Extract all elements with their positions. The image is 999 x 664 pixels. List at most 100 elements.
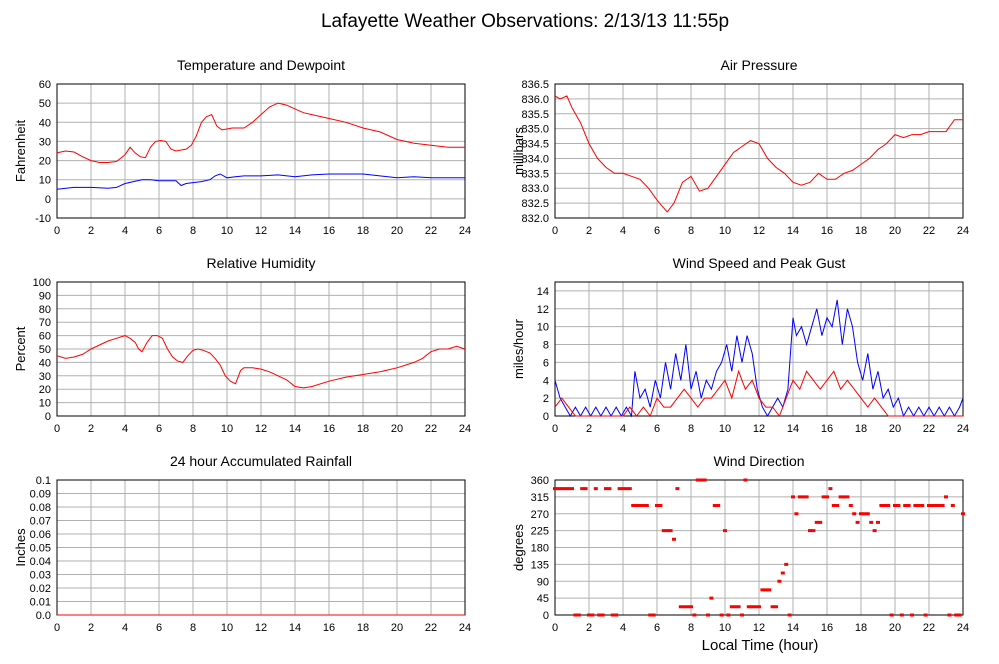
x-tick-label: 14	[289, 225, 301, 237]
y-tick-label: 0.04	[30, 556, 51, 568]
x-tick-label: 16	[323, 225, 335, 237]
data-point	[665, 529, 670, 533]
x-tick-label: 24	[459, 622, 471, 634]
x-tick-label: 18	[855, 225, 867, 237]
data-point	[787, 613, 792, 617]
y-tick-label: 100	[33, 277, 51, 289]
chart-title: 24 hour Accumulated Rainfall	[170, 453, 352, 469]
data-point	[835, 504, 840, 507]
data-point	[831, 504, 836, 507]
y-tick-label: 833.5	[521, 168, 549, 180]
x-tick-label: 8	[688, 423, 694, 435]
x-tick-label: 22	[923, 225, 935, 237]
y-tick-label: 12	[537, 304, 549, 316]
x-tick-label: 12	[753, 225, 765, 237]
series-line-1	[56, 102, 465, 163]
data-point	[937, 504, 942, 507]
y-tick-label: 10	[39, 398, 51, 410]
data-point	[716, 504, 721, 507]
chart-title: Relative Humidity	[207, 255, 316, 271]
y-tick-label: 832.0	[521, 213, 549, 225]
x-tick-label: 22	[425, 423, 437, 435]
data-point	[913, 504, 918, 507]
data-point	[947, 613, 952, 617]
x-tick-label: 22	[425, 225, 437, 237]
y-axis-label: Fahrenheit	[13, 120, 28, 183]
data-point	[706, 613, 710, 617]
data-point	[740, 613, 744, 617]
data-point	[672, 537, 676, 541]
y-tick-label: 90	[39, 290, 51, 302]
data-point	[583, 487, 588, 491]
x-tick-label: 4	[122, 423, 128, 435]
data-point	[961, 512, 965, 516]
y-tick-label: 834.0	[521, 153, 549, 165]
data-point	[804, 495, 809, 499]
x-tick-label: 10	[221, 622, 233, 634]
data-point	[899, 613, 904, 617]
x-tick-label: 8	[688, 225, 694, 237]
data-point	[906, 504, 911, 507]
y-tick-label: 0.09	[30, 489, 51, 501]
data-point	[709, 596, 714, 600]
x-tick-label: 20	[889, 423, 901, 435]
x-tick-label: 14	[787, 622, 799, 634]
data-point	[886, 504, 891, 507]
data-point	[780, 571, 785, 575]
x-tick-label: 14	[787, 225, 799, 237]
x-tick-label: 12	[255, 225, 267, 237]
data-point	[729, 605, 734, 609]
y-tick-label: 45	[537, 593, 549, 605]
x-tick-label: 10	[221, 225, 233, 237]
data-point	[828, 487, 833, 491]
y-tick-label: 836.0	[521, 94, 549, 106]
y-tick-label: 835.0	[521, 124, 549, 136]
data-point	[651, 613, 656, 617]
x-tick-label: 16	[821, 423, 833, 435]
data-point	[848, 504, 853, 507]
x-tick-label: 18	[357, 423, 369, 435]
x-tick-label: 18	[357, 225, 369, 237]
y-tick-label: 0.08	[30, 502, 51, 514]
data-point	[954, 613, 959, 617]
x-tick-label: 6	[654, 225, 660, 237]
data-point	[791, 495, 795, 499]
data-point	[753, 605, 758, 609]
data-point	[927, 504, 931, 507]
data-point	[957, 613, 962, 617]
plot-frame	[554, 83, 964, 219]
chart-title: Wind Speed and Peak Gust	[673, 255, 846, 271]
y-tick-label: 0.03	[30, 570, 51, 582]
chart-2: 832.0 832.5 833.0 833.5 834.0 834.5 835.0 835.5…	[511, 57, 969, 237]
y-tick-label: 10	[39, 175, 51, 187]
x-tick-label: 2	[88, 423, 94, 435]
data-point	[859, 512, 863, 516]
data-point	[668, 529, 673, 533]
y-tick-label: 0.07	[30, 516, 51, 528]
y-tick-label: 2	[543, 393, 549, 405]
data-point	[631, 504, 636, 507]
y-tick-label: -10	[35, 213, 51, 225]
chart-title: Temperature and Dewpoint	[177, 57, 345, 73]
series-line-2	[56, 173, 465, 190]
x-tick-label: 20	[391, 622, 403, 634]
data-point	[916, 504, 921, 507]
x-tick-label: 4	[620, 225, 626, 237]
y-tick-label: 0	[45, 194, 51, 206]
y-tick-label: 20	[39, 156, 51, 168]
data-point	[570, 487, 574, 491]
data-point	[801, 495, 806, 499]
x-tick-label: 24	[957, 423, 969, 435]
x-tick-label: 10	[719, 423, 731, 435]
data-point	[553, 487, 557, 491]
y-axis-label: Inches	[13, 528, 28, 567]
data-point	[712, 504, 717, 507]
x-tick-label: 24	[459, 423, 471, 435]
data-point	[719, 613, 724, 617]
x-tick-label: 10	[221, 423, 233, 435]
x-tick-label: 22	[923, 423, 935, 435]
data-point	[774, 605, 778, 609]
